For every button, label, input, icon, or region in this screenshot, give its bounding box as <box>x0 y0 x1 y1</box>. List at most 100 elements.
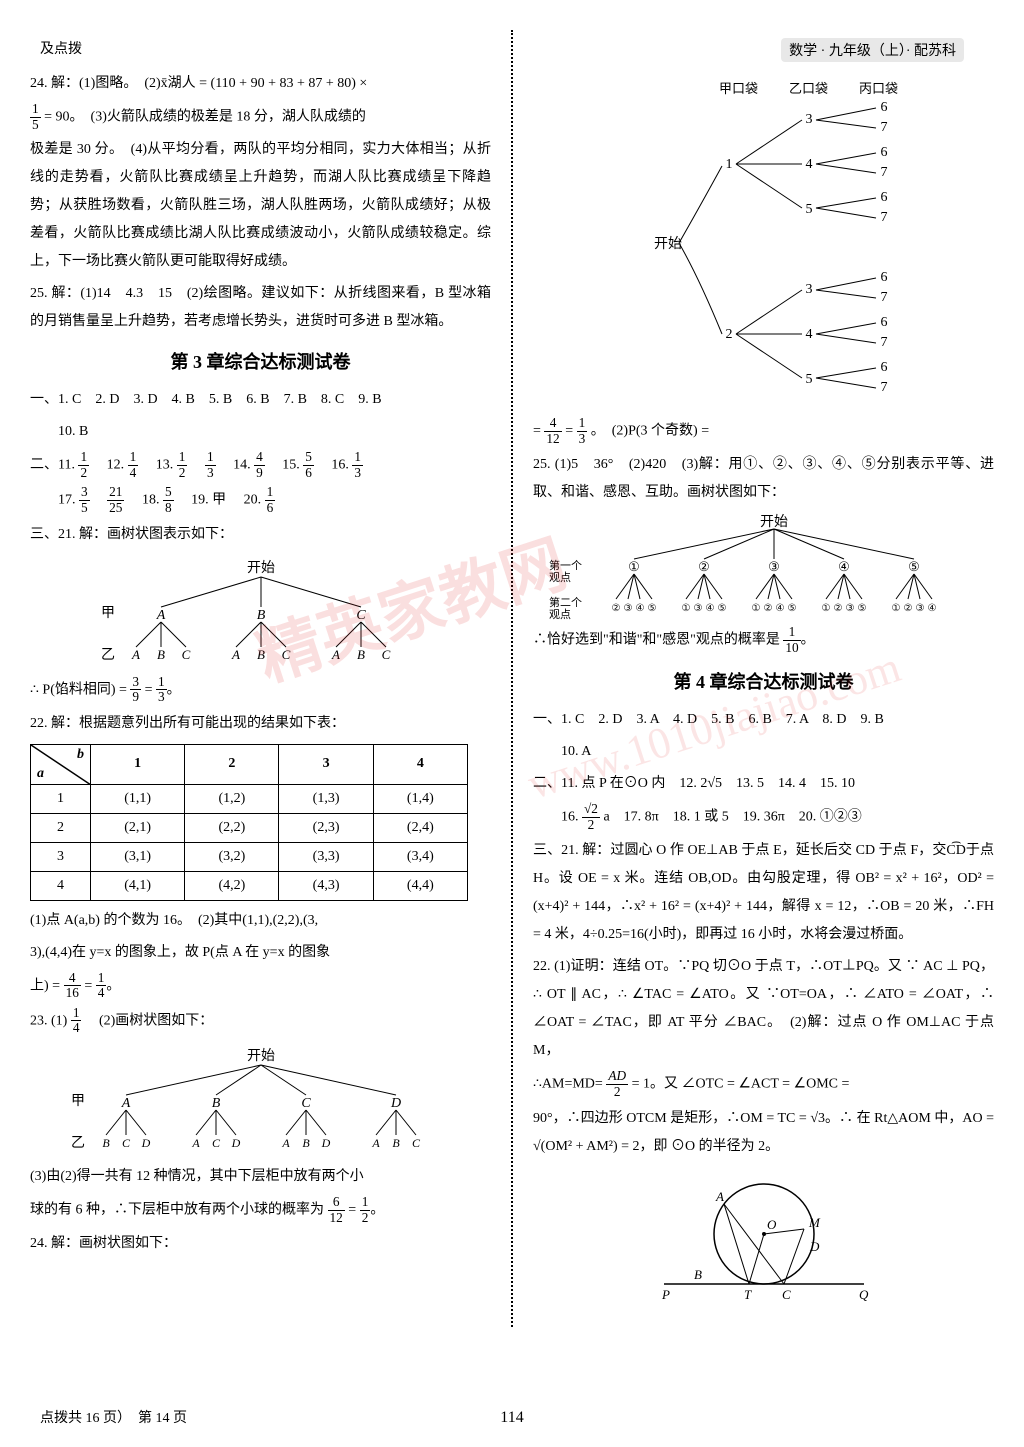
svg-text:②: ② <box>698 559 710 574</box>
svg-text:B: B <box>211 1096 220 1111</box>
table-col-header: 2 <box>185 744 279 784</box>
q24-line3: 极差是 30 分。 (4)从平均分看，两队的平均分相同，实力大体相当；从折线的走… <box>30 136 491 276</box>
svg-text:A: A <box>715 1189 724 1204</box>
svg-text:A: A <box>155 608 165 623</box>
svg-text:甲口袋: 甲口袋 <box>719 81 758 96</box>
r25-result: ∴恰好选到"和谐"和"感恩"观点的概率是 110。 <box>533 625 994 656</box>
svg-text:2: 2 <box>725 327 732 342</box>
svg-text:③: ③ <box>768 559 780 574</box>
svg-text:6: 6 <box>880 315 887 330</box>
left-column: 24. 解：(1)图略。 (2)x̄湖人 = (110 + 90 + 83 + … <box>30 30 491 1327</box>
table-row: 3(3,1)(3,2)(3,3)(3,4) <box>31 842 468 871</box>
ch4-q22-2: ∴AM=MD= AD2 = 1。又 ∠OTC = ∠ACT = ∠OMC = <box>533 1069 994 1100</box>
table-row: 4(4,1)(4,2)(4,3)(4,4) <box>31 871 468 900</box>
q21-intro: 三、21. 解：画树状图表示如下： <box>30 521 491 549</box>
svg-text:观点: 观点 <box>549 571 571 584</box>
svg-text:6: 6 <box>880 270 887 285</box>
svg-text:1: 1 <box>725 157 732 172</box>
svg-text:④: ④ <box>705 603 714 614</box>
svg-text:5: 5 <box>805 202 812 217</box>
svg-text:D: D <box>320 1136 330 1150</box>
ch3-section1: 一、1. C 2. D 3. D 4. B 5. B 6. B 7. B 8. … <box>30 386 491 414</box>
table-col-header: 3 <box>279 744 373 784</box>
svg-text:6: 6 <box>880 360 887 375</box>
svg-text:C: C <box>782 1287 791 1302</box>
svg-text:①: ① <box>891 603 900 614</box>
svg-text:B: B <box>357 647 365 662</box>
q25-text: 25. 解：(1)14 4.3 15 (2)绘图略。建议如下：从折线图来看，B … <box>30 280 491 336</box>
svg-text:M: M <box>808 1215 821 1230</box>
svg-text:7: 7 <box>880 165 887 180</box>
svg-text:③: ③ <box>623 603 632 614</box>
table-col-header: 1 <box>91 744 185 784</box>
svg-text:甲: 甲 <box>71 1094 85 1109</box>
svg-text:⑤: ⑤ <box>908 559 920 574</box>
svg-text:A: A <box>371 1136 380 1150</box>
ch4-q22-1: 22. (1)证明：连结 OT。∵PQ 切⊙O 于点 T，∴OT⊥PQ。又 ∵ … <box>533 953 994 1065</box>
q22-table: ba 1 2 3 4 1(1,1)(1,2)(1,3)(1,4) 2(2,1)(… <box>30 744 468 901</box>
svg-text:③: ③ <box>845 603 854 614</box>
svg-text:3: 3 <box>805 282 812 297</box>
svg-text:⑤: ⑤ <box>787 603 796 614</box>
ch4-section2a: 二、11. 点 P 在⊙O 内 12. 2√5 13. 5 14. 4 15. … <box>533 770 994 798</box>
bag-tree-diagram: 甲口袋 乙口袋 丙口袋 开始 1 2 345 345 67 67 67 67 6… <box>614 78 914 408</box>
ch4-section1: 一、1. C 2. D 3. A 4. D 5. B 6. B 7. A 8. … <box>533 706 994 734</box>
svg-text:①: ① <box>751 603 760 614</box>
q21-result: ∴ P(馅料相同) = 39 = 13。 <box>30 675 491 706</box>
page-number: 114 <box>0 1409 1024 1427</box>
svg-text:A: A <box>231 647 240 662</box>
ch4-q22-3: 90°，∴四边形 OTCM 是矩形，∴OM = TC = √3。∴ 在 Rt△A… <box>533 1105 994 1161</box>
svg-text:③: ③ <box>693 603 702 614</box>
svg-text:④: ④ <box>927 603 936 614</box>
svg-text:C: C <box>356 608 366 623</box>
svg-text:5: 5 <box>805 372 812 387</box>
ch4-section1b: 10. A <box>533 738 994 766</box>
ch3-section1b: 10. B <box>30 418 491 446</box>
svg-text:C: C <box>121 1136 130 1150</box>
svg-text:⑤: ⑤ <box>717 603 726 614</box>
svg-text:3: 3 <box>805 112 812 127</box>
svg-text:T: T <box>744 1287 752 1302</box>
svg-text:4: 4 <box>805 157 812 172</box>
svg-text:B: B <box>256 608 265 623</box>
svg-text:②: ② <box>611 603 620 614</box>
chapter3-title: 第 3 章综合达标测试卷 <box>30 348 491 374</box>
svg-text:②: ② <box>763 603 772 614</box>
svg-text:6: 6 <box>880 145 887 160</box>
svg-text:C: C <box>411 1136 420 1150</box>
svg-text:①: ① <box>821 603 830 614</box>
svg-text:7: 7 <box>880 290 887 305</box>
svg-text:D: D <box>809 1239 820 1254</box>
table-header-row: ba 1 2 3 4 <box>31 744 468 784</box>
svg-text:B: B <box>694 1267 702 1282</box>
r25-intro: 25. (1)5 36° (2)420 (3)解：用①、②、③、④、⑤分别表示平… <box>533 451 994 507</box>
svg-text:C: C <box>211 1136 220 1150</box>
tree-diagram-q23: 开始 甲 ABCD 乙 BCD ACD ABD ABC <box>51 1045 471 1155</box>
svg-text:A: A <box>191 1136 200 1150</box>
column-divider <box>511 30 513 1327</box>
header-right: 数学 · 九年级（上）· 配苏科 <box>781 38 964 62</box>
svg-text:A: A <box>131 647 140 662</box>
svg-text:B: B <box>257 647 265 662</box>
svg-text:Q: Q <box>859 1287 869 1302</box>
svg-text:②: ② <box>903 603 912 614</box>
right-column: 甲口袋 乙口袋 丙口袋 开始 1 2 345 345 67 67 67 67 6… <box>533 30 994 1327</box>
svg-text:P: P <box>661 1287 670 1302</box>
svg-text:O: O <box>767 1217 777 1232</box>
ch3-section2-row1: 二、11. 12 12. 14 13. 12 13 14. 49 15. 56 … <box>30 450 491 481</box>
svg-text:乙: 乙 <box>71 1135 85 1151</box>
page-columns: 24. 解：(1)图略。 (2)x̄湖人 = (110 + 90 + 83 + … <box>0 0 1024 1347</box>
svg-text:丙口袋: 丙口袋 <box>859 81 898 96</box>
svg-text:⑤: ⑤ <box>857 603 866 614</box>
svg-text:⑤: ⑤ <box>647 603 656 614</box>
svg-text:①: ① <box>681 603 690 614</box>
svg-text:乙: 乙 <box>101 647 115 663</box>
svg-text:7: 7 <box>880 210 887 225</box>
svg-text:甲: 甲 <box>101 606 115 621</box>
svg-text:②: ② <box>833 603 842 614</box>
svg-text:④: ④ <box>635 603 644 614</box>
svg-text:观点: 观点 <box>549 608 571 621</box>
ch4-section2b: 16. √22 a 17. 8π 18. 1 或 5 19. 36π 20. ①… <box>533 802 994 833</box>
tree-diagram-r25: 开始 第一个观点 ①②③④⑤ 第二个观点 ②③④⑤ ①③④⑤ ①②④⑤ ①②③⑤ <box>544 511 984 621</box>
svg-text:③: ③ <box>915 603 924 614</box>
